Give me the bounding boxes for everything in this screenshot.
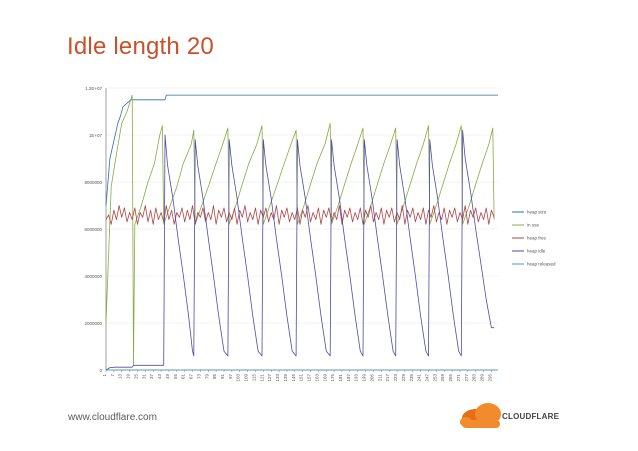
x-tick-label: 259 xyxy=(440,374,445,382)
x-tick-label: 235 xyxy=(409,374,414,382)
x-tick-label: 19 xyxy=(126,374,131,380)
x-tick-label: 13 xyxy=(118,374,123,380)
x-tick-label: 157 xyxy=(307,374,312,382)
x-tick-label: 103 xyxy=(236,374,241,382)
x-tick-label: 205 xyxy=(369,374,374,382)
footer-url: www.cloudflare.com xyxy=(68,412,157,423)
x-tick-label: 145 xyxy=(291,374,296,382)
x-tick-label: 295 xyxy=(487,374,492,382)
x-tick-label: 229 xyxy=(401,374,406,382)
legend-label: heap size xyxy=(527,210,547,215)
x-tick-label: 73 xyxy=(196,374,201,380)
x-tick-label: 271 xyxy=(456,374,461,382)
cloudflare-wordmark: CLOUDFLARE xyxy=(502,412,560,421)
x-tick-label: 91 xyxy=(220,374,225,380)
y-tick-label: 8000000 xyxy=(84,180,102,185)
x-tick-label: 253 xyxy=(432,374,437,382)
y-tick-label: 2000000 xyxy=(84,321,102,326)
y-tick-label: 0 xyxy=(99,368,102,373)
x-tick-label: 199 xyxy=(362,374,367,382)
x-tick-label: 67 xyxy=(189,374,194,380)
x-tick-label: 109 xyxy=(244,374,249,382)
cloudflare-logo xyxy=(458,399,578,433)
x-tick-label: 217 xyxy=(385,374,390,382)
x-tick-label: 163 xyxy=(314,374,319,382)
slide-title: Idle length 20 xyxy=(67,33,214,60)
x-tick-label: 277 xyxy=(464,374,469,382)
x-tick-label: 187 xyxy=(346,374,351,382)
x-tick-label: 211 xyxy=(377,374,382,382)
y-tick-label: 1E+07 xyxy=(89,133,103,138)
x-tick-label: 55 xyxy=(173,374,178,380)
x-tick-label: 265 xyxy=(448,374,453,382)
x-tick-label: 241 xyxy=(417,374,422,382)
line-chart: 0 2000000 4000000 6000000 8000000 1E+07 1.2E+0… xyxy=(84,86,556,382)
x-tick-label: 151 xyxy=(299,374,304,382)
x-tick-label: 121 xyxy=(259,374,264,382)
series-line xyxy=(105,129,495,371)
x-tick-label: 193 xyxy=(354,374,359,382)
x-tick-label: 1 xyxy=(102,374,107,377)
x-tick-label: 61 xyxy=(181,374,186,380)
y-tick-label: 6000000 xyxy=(84,227,102,232)
legend-label: heap released xyxy=(527,262,556,267)
x-tick-label: 31 xyxy=(141,374,146,380)
legend-label: heap idle xyxy=(527,249,546,254)
x-tick-label: 49 xyxy=(165,374,170,380)
x-tick-label: 181 xyxy=(338,374,343,382)
x-tick-label: 115 xyxy=(251,374,256,382)
x-tick-label: 175 xyxy=(330,374,335,382)
x-tick-label: 283 xyxy=(472,374,477,382)
x-tick-label: 223 xyxy=(393,374,398,382)
cloud-icon xyxy=(460,403,501,428)
chart-area: 0 2000000 4000000 6000000 8000000 1E+07 1.2E+0… xyxy=(60,80,580,390)
series-line xyxy=(105,94,498,206)
x-tick-label: 43 xyxy=(157,374,162,380)
legend-label: in use xyxy=(527,223,540,228)
x-tick-label: 289 xyxy=(480,374,485,382)
x-tick-label: 139 xyxy=(283,374,288,382)
y-tick-label: 4000000 xyxy=(84,274,102,279)
x-tick-label: 247 xyxy=(425,374,430,382)
x-tick-label: 79 xyxy=(204,374,209,380)
x-tick-label: 25 xyxy=(133,374,138,380)
x-tick-label: 169 xyxy=(322,374,327,382)
x-tick-label: 85 xyxy=(212,374,217,380)
x-tick-label: 97 xyxy=(228,374,233,380)
y-tick-label: 1.2E+07 xyxy=(85,86,102,91)
x-tick-label: 37 xyxy=(149,374,154,380)
x-tick-label: 133 xyxy=(275,374,280,382)
legend-label: heap free xyxy=(527,236,547,241)
x-tick-label: 127 xyxy=(267,374,272,382)
x-tick-label: 7 xyxy=(110,374,115,377)
